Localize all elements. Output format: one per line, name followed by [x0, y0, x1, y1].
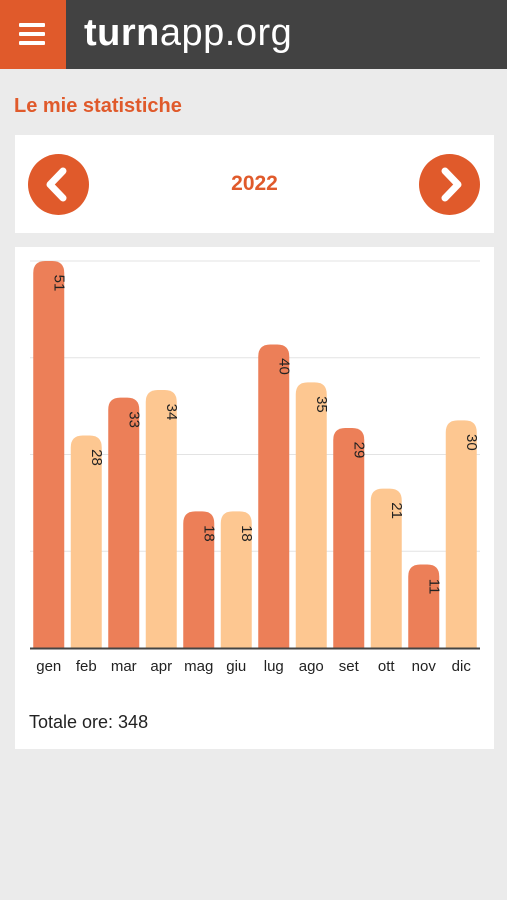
bar-gen [33, 261, 65, 648]
x-tick-label: mag [184, 658, 213, 675]
bar-value-label: 18 [200, 525, 217, 542]
next-year-button[interactable] [419, 154, 480, 215]
bar-lug [258, 344, 290, 648]
logo-bold-text: turn [84, 12, 160, 54]
x-tick-label: mar [111, 658, 137, 675]
year-selector-card: 2022 [15, 135, 494, 233]
bar-giu [220, 511, 252, 648]
chart-card: 51 gen 28 feb 33 mar 34 apr 18 mag 18 giu 40 lug 35 ago… [15, 247, 494, 749]
x-tick-label: nov [412, 658, 437, 675]
monthly-hours-bar-chart: 51 gen 28 feb 33 mar 34 apr 18 mag 18 giu 40 lug 35 ago… [30, 260, 480, 675]
bar-mar [108, 397, 140, 648]
menu-line-icon [19, 23, 45, 27]
top-bar: turnapp.org [0, 0, 507, 69]
year-label: 2022 [231, 172, 278, 195]
x-tick-label: dic [452, 658, 472, 675]
logo-rest-text: app.org [159, 12, 293, 54]
x-tick-label: ott [378, 658, 396, 675]
bar-value-label: 33 [125, 411, 142, 428]
page-title: Le mie statistiche [14, 95, 182, 117]
bar-value-label: 21 [388, 502, 405, 519]
menu-line-icon [19, 32, 45, 36]
app-logo[interactable]: turnapp.org [84, 8, 292, 58]
bar-value-label: 40 [275, 358, 292, 375]
chevron-left-icon [46, 167, 67, 202]
bar-ago [295, 382, 327, 648]
bar-value-label: 35 [313, 396, 330, 413]
bar-value-label: 51 [50, 275, 67, 292]
previous-year-button[interactable] [28, 154, 89, 215]
x-tick-label: apr [150, 658, 172, 675]
bar-dic [445, 420, 477, 648]
bar-feb [70, 435, 102, 648]
bar-ott [370, 488, 402, 648]
x-tick-label: giu [226, 658, 246, 675]
x-tick-label: gen [36, 658, 61, 675]
total-hours-label: Totale ore: 348 [29, 712, 149, 732]
x-tick-label: lug [264, 658, 284, 675]
bar-set [333, 427, 365, 648]
bar-value-label: 18 [238, 525, 255, 542]
x-tick-label: feb [76, 658, 97, 675]
x-tick-label: ago [299, 658, 324, 675]
hamburger-menu-button[interactable] [0, 0, 66, 69]
bar-value-label: 11 [425, 579, 442, 595]
menu-line-icon [19, 41, 45, 45]
bar-value-label: 34 [163, 404, 180, 421]
bar-mag [183, 511, 215, 648]
bar-apr [145, 390, 177, 648]
chevron-right-icon [441, 167, 462, 202]
bar-value-label: 30 [463, 434, 480, 451]
bar-value-label: 28 [88, 449, 105, 466]
bar-nov [408, 564, 440, 648]
bar-value-label: 29 [350, 442, 367, 459]
x-tick-label: set [339, 658, 360, 675]
